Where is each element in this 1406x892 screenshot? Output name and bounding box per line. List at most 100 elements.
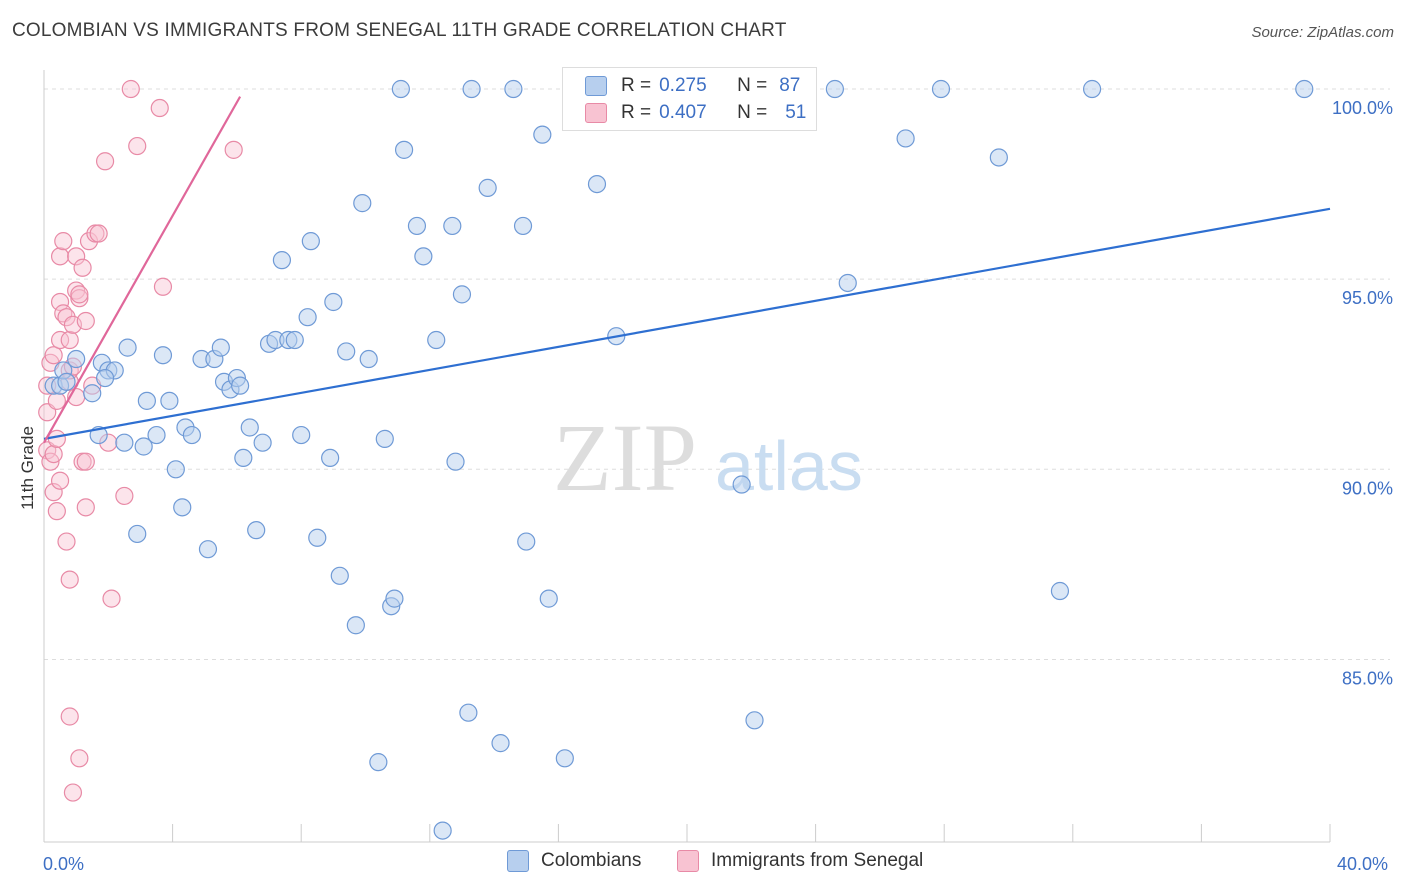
colombian-point	[391, 79, 410, 99]
y-tick-label: 90.0%	[1342, 478, 1393, 498]
colombian-point	[369, 753, 388, 772]
colombian-point	[321, 448, 340, 468]
colombian-point	[385, 589, 404, 608]
senegal-point	[54, 232, 73, 251]
colombian-point	[394, 140, 414, 159]
chart-title: COLOMBIAN VS IMMIGRANTS FROM SENEGAL 11T…	[12, 20, 787, 41]
colombian-point	[324, 292, 343, 312]
senegal-point	[76, 498, 95, 517]
colombian-point	[118, 338, 137, 357]
colombian-point	[337, 342, 356, 361]
colombian-point	[1050, 581, 1070, 601]
series-swatch-pink	[677, 850, 699, 872]
legend-r-value: 0.407	[659, 102, 707, 123]
colombian-point	[153, 346, 173, 365]
senegal-point	[70, 289, 89, 308]
senegal-point	[60, 330, 79, 350]
senegal-point	[102, 589, 121, 608]
series-legend-colombians: Colombians	[507, 850, 641, 872]
senegal-point	[70, 285, 89, 304]
correlation-legend: R = 0.275 N = 87 R = 0.407 N = 51	[562, 67, 817, 131]
series-legend-senegal: Immigrants from Senegal	[677, 850, 923, 872]
senegal-point	[115, 486, 134, 506]
legend-r-label: R =	[621, 75, 652, 96]
colombian-point	[443, 216, 462, 236]
colombian-point	[504, 79, 523, 99]
senegal-point	[50, 471, 70, 490]
gridlines	[44, 88, 1390, 660]
colombian-point	[825, 79, 844, 99]
colombian-point	[353, 194, 372, 213]
colombian-point	[298, 308, 317, 327]
series-legend: Colombians Immigrants from Senegal	[0, 850, 1406, 878]
y-tick-labels: 85.0% 90.0% 95.0% 100.0%	[1332, 98, 1393, 688]
colombian-point	[67, 349, 86, 369]
colombian-trendline	[43, 207, 1331, 440]
legend-r-label: R =	[621, 102, 652, 123]
colombian-point	[1082, 79, 1102, 99]
senegal-point	[44, 444, 63, 464]
colombian-point	[452, 285, 472, 304]
colombian-point	[83, 384, 102, 403]
colombian-point	[134, 437, 153, 456]
colombian-point	[587, 174, 607, 194]
colombian-point	[231, 376, 250, 395]
colombian-point	[539, 589, 558, 608]
series-label: Colombians	[541, 850, 642, 871]
senegal-point	[63, 783, 83, 802]
senegal-point	[224, 140, 243, 159]
senegal-point	[60, 707, 79, 726]
colombian-point	[462, 79, 481, 99]
senegal-point	[44, 483, 63, 502]
senegal-point	[79, 232, 99, 251]
colombian-point	[147, 425, 166, 445]
senegal-point	[57, 532, 76, 551]
colombian-point	[301, 232, 320, 251]
series-swatch-blue	[507, 850, 529, 872]
colombian-points	[44, 79, 1314, 840]
colombian-point	[234, 448, 253, 468]
senegal-point	[73, 258, 92, 277]
colombian-point	[896, 129, 915, 148]
colombian-point	[330, 566, 349, 585]
senegal-point	[76, 311, 95, 331]
senegal-point	[95, 152, 115, 171]
senegal-point	[44, 346, 63, 365]
colombian-point	[555, 749, 574, 768]
colombian-point	[359, 349, 378, 369]
colombian-point	[272, 251, 292, 270]
source-label: Source: ZipAtlas.com	[1251, 24, 1394, 41]
y-axis-label: 11th Grade	[18, 426, 37, 510]
colombian-point	[57, 372, 76, 391]
colombian-point	[247, 521, 266, 540]
colombian-point	[308, 528, 327, 547]
colombian-point	[166, 460, 185, 479]
senegal-point	[60, 570, 79, 589]
colombian-point	[931, 79, 951, 99]
colombian-point	[478, 178, 497, 197]
colombian-point	[427, 330, 446, 350]
colombian-point	[292, 425, 311, 445]
senegal-point	[128, 136, 147, 156]
legend-n-value: 87	[779, 75, 801, 96]
legend-n-value: 51	[785, 102, 807, 123]
senegal-point	[121, 79, 140, 99]
senegal-point	[153, 277, 173, 296]
colombian-point	[95, 368, 115, 388]
colombian-point	[838, 273, 857, 293]
colombian-point	[137, 391, 156, 410]
colombian-point	[513, 216, 533, 236]
colombian-point	[211, 338, 230, 357]
senegal-point	[47, 502, 66, 521]
colombian-point	[459, 703, 478, 722]
colombian-point	[732, 475, 751, 494]
senegal-point	[50, 292, 70, 312]
colombian-point	[517, 532, 536, 551]
senegal-point	[67, 247, 86, 266]
x-tick-label-min: 0.0%	[43, 854, 84, 874]
colombian-point	[433, 821, 452, 840]
legend-row-senegal: R = 0.407 N = 51	[585, 100, 806, 126]
legend-row-colombians: R = 0.275 N = 87	[585, 73, 800, 99]
senegal-point	[57, 308, 76, 327]
